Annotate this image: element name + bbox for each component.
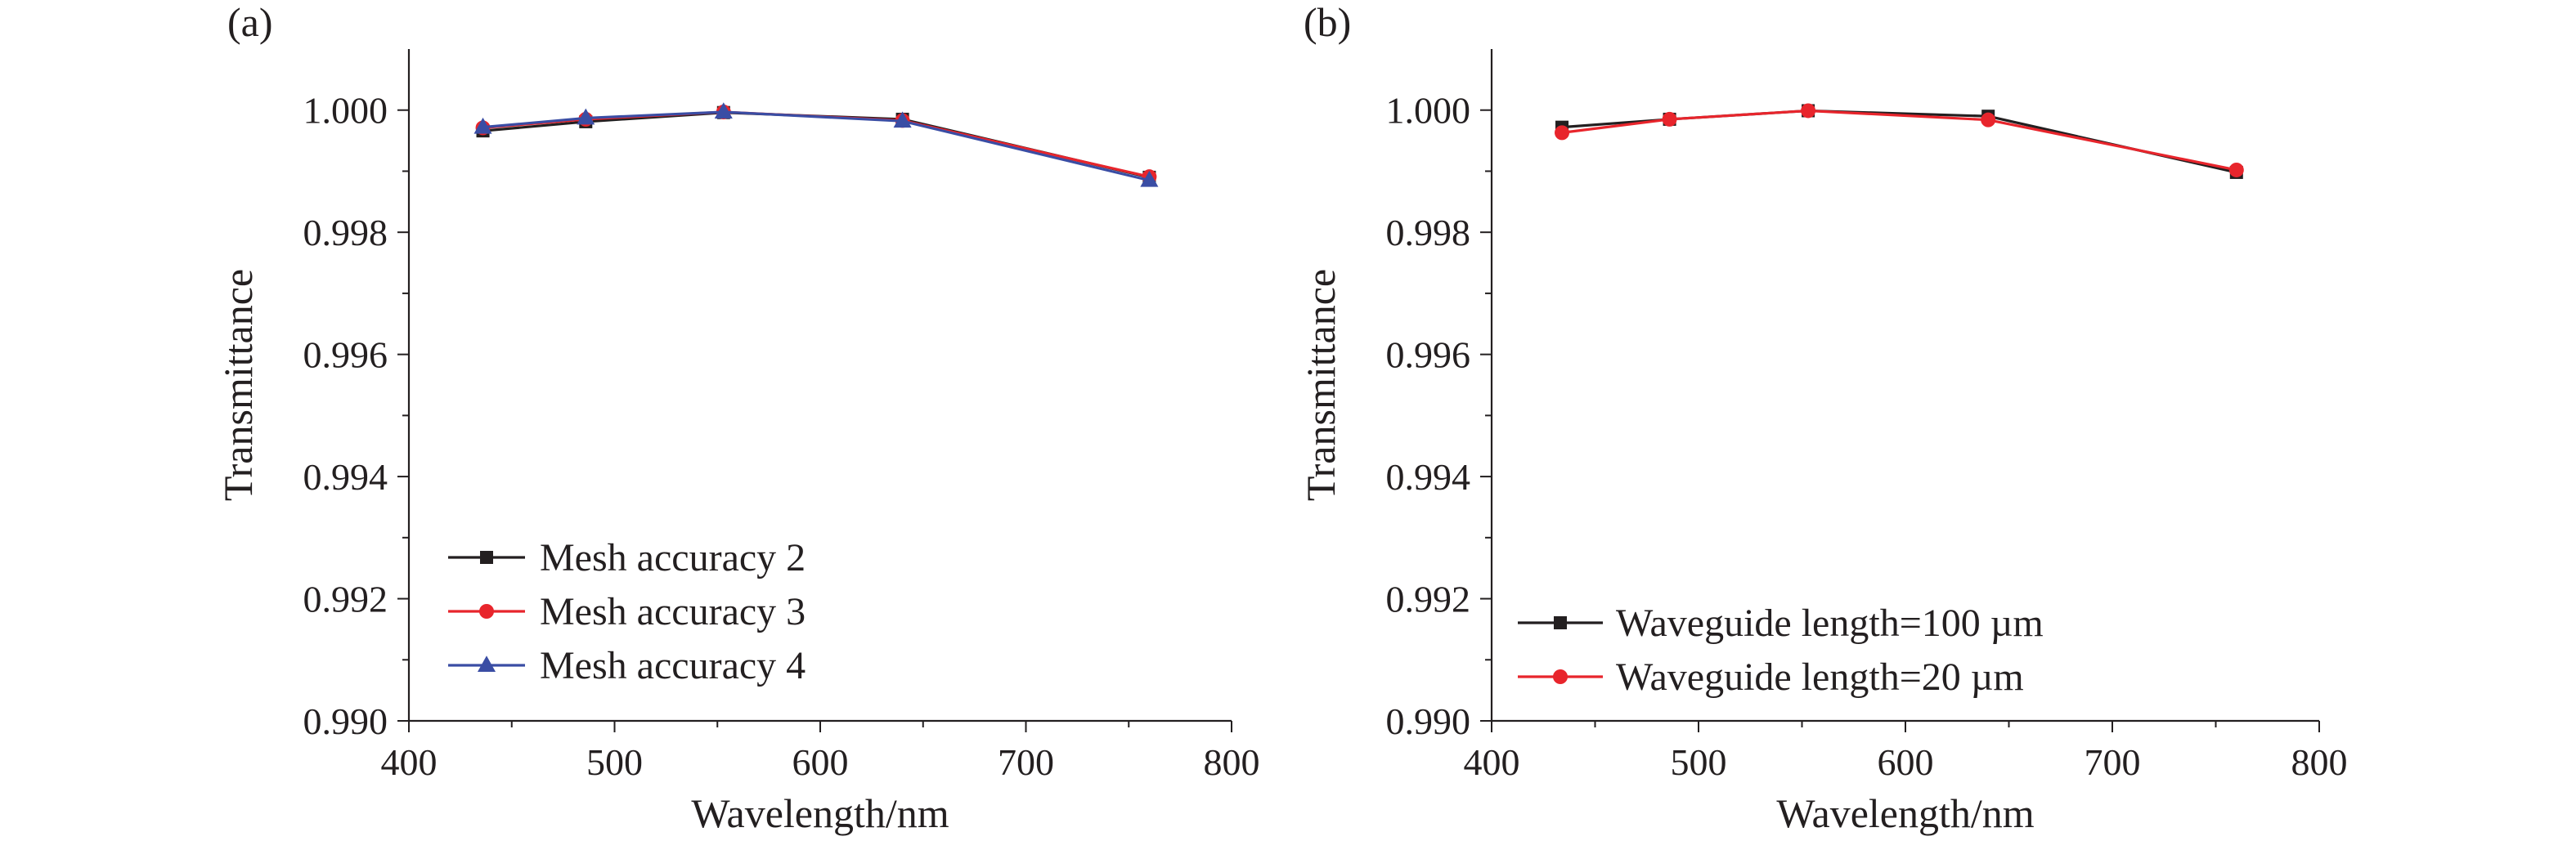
x-tick-label: 700 bbox=[998, 741, 1054, 783]
chart-panel-a: (a) 0.990 0.992 0.994 0.996 0.998 1.000 400 500 6… bbox=[215, 0, 1260, 836]
data-point bbox=[1140, 170, 1159, 187]
x-tick-label: 400 bbox=[381, 741, 438, 783]
x-tick-label: 500 bbox=[1671, 741, 1727, 783]
y-tick-label: 0.996 bbox=[1386, 334, 1471, 376]
x-tick-label: 600 bbox=[792, 741, 849, 783]
x-tick-label: 700 bbox=[2085, 741, 2141, 783]
x-tick-label: 800 bbox=[1204, 741, 1260, 783]
data-point bbox=[1981, 112, 1996, 128]
legend: Waveguide length=100 µm Waveguide length=… bbox=[1518, 602, 2044, 699]
y-tick-label: 0.998 bbox=[1386, 212, 1471, 253]
y-tick-label: 0.990 bbox=[303, 700, 388, 742]
y-tick-label: 0.992 bbox=[303, 579, 388, 620]
legend-label: Waveguide length=100 µm bbox=[1616, 602, 2044, 645]
data-point bbox=[1555, 125, 1570, 141]
legend: Mesh accuracy 2 Mesh accuracy 3 Mesh accur… bbox=[448, 536, 806, 687]
data-point bbox=[1662, 111, 1677, 127]
legend-marker bbox=[1554, 616, 1567, 629]
y-tick-label: 0.992 bbox=[1386, 579, 1471, 620]
legend-marker bbox=[479, 604, 494, 619]
y-tick-label: 1.000 bbox=[1386, 90, 1471, 132]
data-point bbox=[714, 102, 733, 119]
x-axis-label: Wavelength/nm bbox=[1776, 790, 2034, 836]
x-axis-label: Wavelength/nm bbox=[691, 790, 949, 836]
data-point bbox=[473, 117, 492, 134]
panel-label: (b) bbox=[1304, 0, 1351, 45]
legend-marker bbox=[480, 551, 493, 564]
data-point bbox=[577, 108, 595, 125]
series-3 bbox=[473, 102, 1159, 187]
legend-marker bbox=[1553, 669, 1568, 684]
series-2 bbox=[1555, 103, 2244, 177]
data-point bbox=[2228, 162, 2244, 177]
y-tick-label: 0.994 bbox=[1386, 456, 1471, 498]
legend-label: Waveguide length=20 µm bbox=[1616, 655, 2024, 699]
legend-marker bbox=[477, 655, 496, 672]
x-tick-label: 800 bbox=[2291, 741, 2348, 783]
panel-label: (a) bbox=[227, 0, 273, 45]
y-axis-label: Transmittance bbox=[1298, 269, 1344, 501]
y-tick-label: 0.994 bbox=[303, 456, 388, 498]
y-tick-label: 0.990 bbox=[1386, 700, 1471, 742]
y-tick-label: 0.998 bbox=[303, 212, 388, 253]
legend-label: Mesh accuracy 2 bbox=[540, 536, 806, 579]
y-tick-label: 1.000 bbox=[303, 90, 388, 132]
data-point bbox=[1801, 103, 1816, 119]
x-tick-label: 500 bbox=[586, 741, 643, 783]
y-axis-label: Transmittance bbox=[215, 269, 261, 501]
x-tick-label: 600 bbox=[1878, 741, 1934, 783]
data-point bbox=[893, 111, 912, 128]
y-tick-label: 0.996 bbox=[303, 334, 388, 376]
chart-panel-b: (b) 0.990 0.992 0.994 0.996 0.998 1.000 400 500 6… bbox=[1298, 0, 2348, 836]
legend-label: Mesh accuracy 4 bbox=[540, 644, 806, 687]
legend-label: Mesh accuracy 3 bbox=[540, 590, 806, 633]
x-tick-label: 400 bbox=[1464, 741, 1520, 783]
